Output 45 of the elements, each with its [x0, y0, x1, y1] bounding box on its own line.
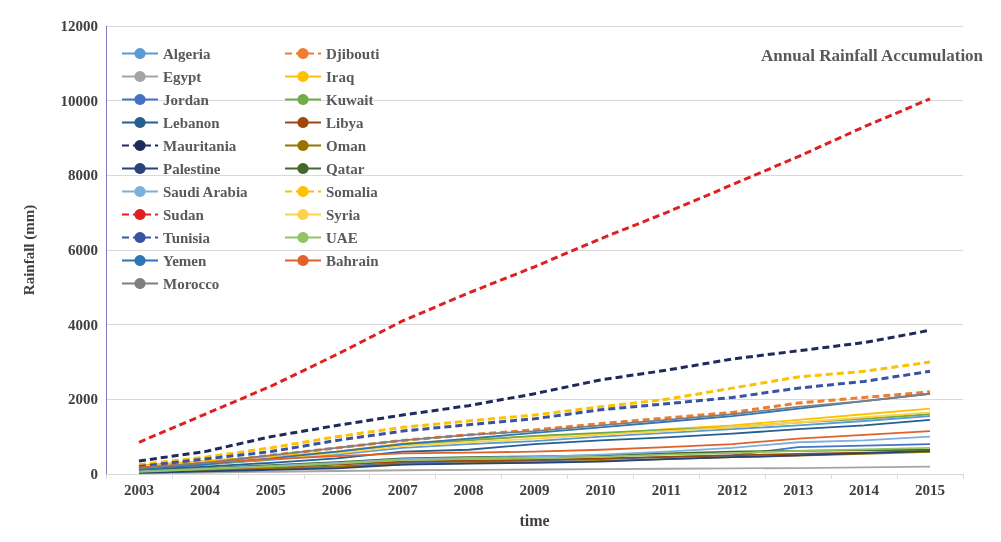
legend-label: Yemen	[163, 252, 207, 269]
legend-label: Syria	[326, 206, 361, 223]
x-tick-label: 2015	[915, 481, 946, 498]
x-tick-label: 2007	[387, 481, 419, 498]
x-tick-label: 2005	[255, 481, 286, 498]
legend-label: Lebanon	[163, 114, 221, 131]
legend-label: Saudi Arabia	[163, 183, 249, 200]
x-tick-label: 2008	[453, 481, 484, 498]
x-tick-label: 2006	[321, 481, 353, 498]
x-axis-title: time	[519, 511, 550, 529]
legend-label: Jordan	[163, 91, 210, 108]
line-series	[137, 97, 932, 444]
legend-label: Iraq	[326, 68, 355, 85]
y-axis-title: Rainfall (mm)	[20, 204, 38, 296]
legend-label: Mauritania	[163, 137, 237, 154]
legend-label: Palestine	[163, 160, 221, 177]
legend-label: Oman	[326, 137, 367, 154]
legend-label: Kuwait	[326, 91, 374, 108]
x-tick-label: 2011	[651, 481, 681, 498]
legend-label: Somalia	[326, 183, 379, 200]
x-tick-label: 2013	[783, 481, 814, 498]
x-tick-label: 2012	[717, 481, 748, 498]
x-tick-label: 2003	[123, 481, 154, 498]
legend-label: Algeria	[163, 45, 211, 62]
legend-label: Bahrain	[326, 252, 380, 269]
y-tick-label: 8000	[68, 167, 98, 184]
y-tick-label: 4000	[68, 316, 98, 333]
legend-label: Morocco	[163, 275, 220, 292]
y-tick-label: 12000	[60, 18, 98, 34]
y-tick-label: 0	[90, 466, 98, 482]
legend-label: Qatar	[326, 160, 365, 177]
legend-label: Egypt	[163, 68, 202, 85]
y-tick-label: 2000	[68, 391, 98, 408]
x-tick-label: 2014	[849, 481, 880, 498]
x-tick-label: 2004	[189, 481, 221, 498]
y-tick-label: 6000	[68, 242, 98, 258]
x-tick-label: 2010	[585, 481, 616, 498]
y-tick-label: 10000	[60, 92, 98, 109]
legend-label: Libya	[326, 114, 365, 131]
legend-label: Tunisia	[163, 229, 211, 246]
legend-label: Djibouti	[326, 45, 380, 62]
text: Annual Rainfall Accumulation	[761, 46, 984, 65]
legend-label: UAE	[326, 229, 358, 246]
legend-label: Sudan	[163, 206, 205, 223]
x-tick-label: 2009	[519, 481, 550, 498]
